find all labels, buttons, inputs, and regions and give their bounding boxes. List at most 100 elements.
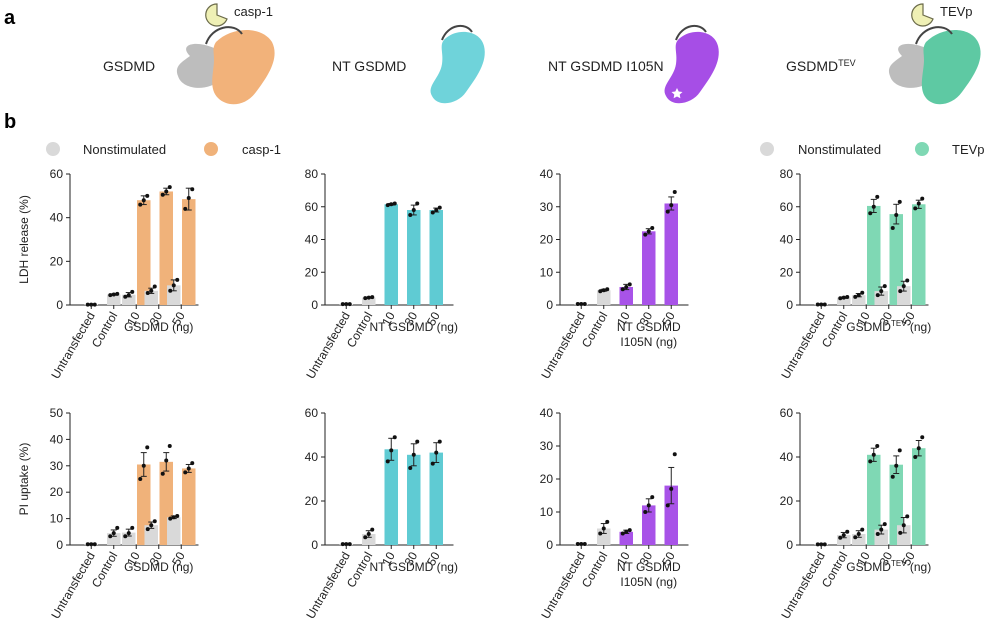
bar-nt: [384, 449, 398, 545]
replicate-point: [130, 525, 135, 530]
x-tick-label: Untransfected: [538, 310, 587, 382]
construct-gsdmd: GSDMD casp-1: [103, 3, 275, 105]
panel-a-letter: a: [4, 7, 16, 29]
gsdmd-linker-line: [205, 26, 243, 45]
replicate-point: [901, 284, 906, 289]
y-tick-label: 20: [50, 485, 64, 499]
bar-nonstimulated: [597, 290, 611, 305]
panel-b-letter: b: [4, 111, 16, 133]
bar-nonstimulated: [852, 295, 866, 305]
y-tick-label: 60: [780, 406, 794, 420]
replicate-point: [838, 296, 843, 301]
replicate-point: [167, 185, 172, 190]
y-tick-label: 20: [50, 254, 64, 268]
y-axis-title: LDH release (%): [17, 195, 31, 284]
nt-i105n-linker-line: [675, 24, 707, 41]
replicate-point: [643, 510, 648, 514]
gsdmd-nt-domain-shape: [212, 30, 275, 105]
bar-nonstimulated: [362, 534, 376, 545]
replicate-point: [894, 463, 899, 468]
replicate-point: [646, 503, 651, 508]
y-tick-label: 0: [786, 538, 793, 552]
replicate-point: [141, 198, 146, 203]
replicate-point: [856, 532, 861, 536]
y-tick-label: 20: [540, 233, 554, 247]
replicate-point: [183, 470, 188, 475]
x-tick-label: 10: [854, 549, 873, 568]
replicate-point: [152, 519, 157, 524]
replicate-point: [620, 531, 625, 536]
bar-nonstimulated: [362, 297, 376, 305]
construct-label-gsdmd-tev: GSDMDTEV: [786, 58, 856, 74]
x-tick-label: 10: [124, 309, 143, 328]
y-tick-label: 0: [546, 538, 553, 552]
replicate-point: [85, 542, 90, 547]
replicate-point: [575, 302, 580, 307]
y-tick-label: 40: [540, 406, 554, 420]
y-tick-label: 0: [56, 538, 63, 552]
bar-i105n: [664, 203, 678, 305]
replicate-point: [650, 226, 655, 231]
replicate-point: [92, 302, 97, 307]
y-tick-label: 20: [780, 494, 794, 508]
replicate-point: [920, 435, 925, 440]
y-tick-label: 20: [780, 265, 794, 279]
bar-tevp: [867, 205, 881, 305]
replicate-point: [898, 530, 903, 535]
replicate-point: [579, 542, 584, 547]
replicate-point: [853, 294, 858, 299]
replicate-point: [430, 210, 435, 215]
x-tick-label: Untransfected: [48, 550, 97, 622]
replicate-point: [123, 534, 128, 539]
replicate-point: [819, 302, 824, 307]
replicate-point: [168, 516, 173, 521]
replicate-point: [126, 531, 131, 536]
legend-swatch-tevp: [915, 142, 929, 156]
x-tick-label: Untransfected: [778, 310, 827, 382]
replicate-point: [340, 542, 345, 547]
replicate-point: [108, 293, 113, 298]
replicate-point: [145, 290, 150, 295]
replicate-point: [149, 288, 154, 293]
replicate-point: [437, 439, 442, 444]
bar-tevp: [912, 204, 926, 305]
x-tick-label: 30: [637, 549, 656, 568]
x-tick-label: 10: [614, 309, 633, 328]
replicate-point: [871, 204, 876, 209]
replicate-point: [389, 448, 394, 453]
y-tick-label: 20: [540, 472, 554, 486]
bar-casp1: [182, 199, 196, 305]
replicate-point: [389, 202, 394, 207]
x-tick-label: 50: [659, 549, 678, 568]
x-axis-title: NT GSDMD: [617, 320, 681, 334]
mutation-star-icon: [671, 88, 683, 99]
replicate-point: [175, 513, 180, 518]
y-tick-label: 60: [780, 200, 794, 214]
tevp-label: TEVp: [940, 4, 973, 19]
replicate-point: [340, 302, 345, 307]
replicate-point: [145, 445, 150, 450]
replicate-point: [92, 542, 97, 547]
bar-i105n: [642, 231, 656, 305]
gsdmd-tev-nt-domain-shape: [921, 30, 981, 105]
replicate-point: [598, 531, 603, 536]
replicate-point: [871, 452, 876, 457]
bar-casp1: [182, 468, 196, 545]
y-tick-label: 80: [305, 167, 319, 181]
casp1-protease-icon: [205, 3, 228, 27]
x-tick-label: 30: [147, 309, 166, 328]
y-tick-label: 50: [50, 406, 64, 420]
replicate-point: [624, 529, 629, 534]
replicate-point: [138, 477, 143, 481]
replicate-point: [646, 229, 651, 234]
replicate-point: [868, 459, 873, 464]
construct-label-nt-i105n: NT GSDMD I105N: [548, 58, 664, 74]
y-tick-label: 20: [305, 494, 319, 508]
x-tick-label: 50: [659, 309, 678, 328]
replicate-point: [385, 203, 390, 208]
bar-nonstimulated: [852, 534, 866, 545]
x-tick-label: 10: [614, 549, 633, 568]
